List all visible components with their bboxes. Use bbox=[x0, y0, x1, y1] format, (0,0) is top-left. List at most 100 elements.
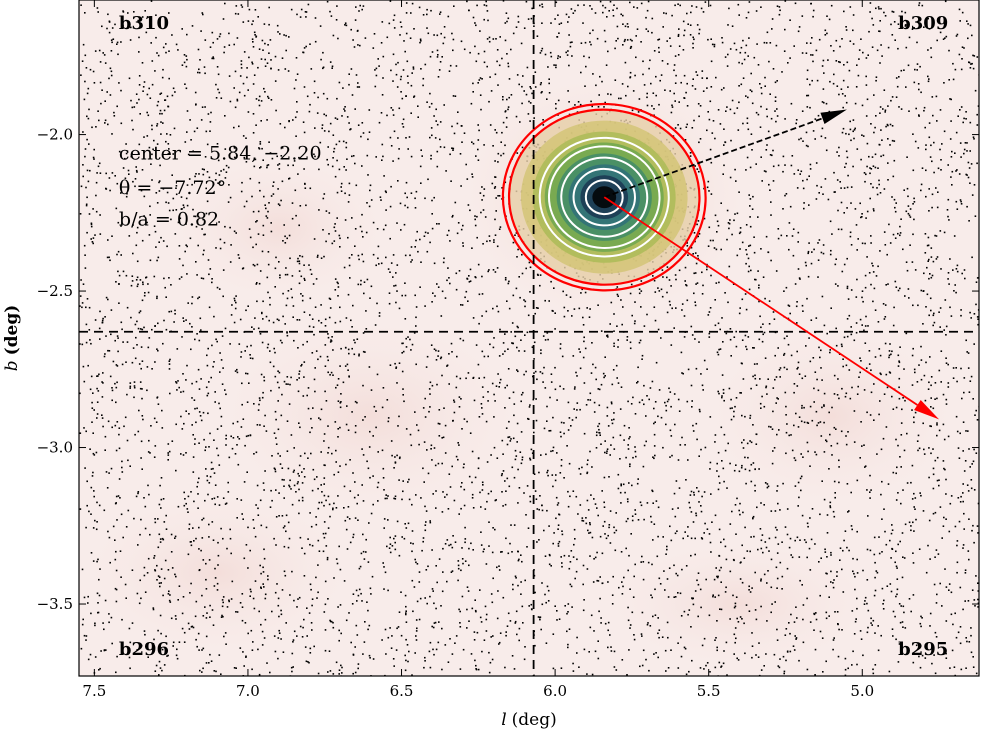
scatter-point bbox=[852, 119, 855, 121]
scatter-point bbox=[698, 341, 700, 343]
scatter-point bbox=[803, 539, 806, 541]
scatter-point bbox=[704, 1, 707, 3]
scatter-point bbox=[789, 537, 792, 540]
scatter-point bbox=[693, 272, 695, 275]
scatter-point bbox=[918, 4, 920, 7]
scatter-point bbox=[739, 227, 742, 229]
scatter-point bbox=[960, 156, 962, 158]
scatter-point bbox=[114, 382, 116, 385]
scatter-point bbox=[531, 7, 533, 10]
scatter-point bbox=[375, 67, 378, 70]
scatter-point bbox=[365, 231, 368, 234]
scatter-point bbox=[156, 348, 158, 350]
scatter-point bbox=[264, 618, 267, 621]
scatter-point bbox=[968, 641, 971, 643]
scatter-point bbox=[567, 611, 569, 613]
scatter-point bbox=[547, 600, 550, 602]
scatter-point bbox=[191, 397, 193, 399]
scatter-point bbox=[606, 448, 609, 450]
scatter-point bbox=[657, 535, 659, 538]
scatter-point bbox=[668, 387, 670, 390]
scatter-point bbox=[498, 386, 500, 388]
scatter-point bbox=[556, 36, 558, 38]
scatter-point bbox=[404, 669, 407, 672]
scatter-point bbox=[499, 381, 501, 384]
scatter-point bbox=[243, 665, 245, 667]
scatter-point bbox=[482, 550, 485, 553]
scatter-point bbox=[388, 302, 391, 305]
scatter-point bbox=[91, 421, 93, 423]
scatter-point bbox=[139, 113, 141, 115]
scatter-point bbox=[976, 56, 979, 58]
scatter-point bbox=[485, 4, 488, 7]
scatter-point bbox=[475, 344, 478, 346]
scatter-point bbox=[709, 239, 712, 242]
scatter-point bbox=[218, 464, 221, 466]
scatter-point bbox=[849, 120, 851, 123]
scatter-point bbox=[178, 386, 180, 389]
scatter-point bbox=[228, 44, 231, 46]
scatter-point bbox=[862, 654, 864, 657]
scatter-point bbox=[806, 78, 809, 80]
scatter-point bbox=[151, 124, 153, 127]
scatter-point bbox=[444, 297, 447, 299]
scatter-point bbox=[777, 665, 780, 667]
scatter-point bbox=[360, 592, 362, 595]
scatter-point bbox=[127, 509, 130, 512]
scatter-point bbox=[428, 650, 431, 653]
scatter-point bbox=[287, 546, 290, 549]
scatter-point bbox=[455, 386, 458, 389]
scatter-point bbox=[296, 606, 298, 608]
scatter-point bbox=[141, 169, 144, 171]
scatter-point bbox=[602, 4, 604, 7]
scatter-point bbox=[815, 410, 818, 413]
scatter-point bbox=[538, 508, 540, 511]
scatter-point bbox=[322, 66, 325, 69]
scatter-point bbox=[942, 423, 945, 426]
scatter-point bbox=[729, 407, 732, 410]
scatter-point bbox=[327, 452, 329, 454]
scatter-point bbox=[694, 272, 697, 274]
scatter-point bbox=[520, 581, 522, 583]
scatter-point bbox=[924, 126, 926, 129]
scatter-point bbox=[793, 383, 796, 385]
scatter-point bbox=[211, 278, 213, 280]
scatter-point bbox=[764, 357, 767, 359]
scatter-point bbox=[500, 474, 503, 477]
scatter-point bbox=[262, 391, 264, 394]
scatter-point bbox=[634, 413, 637, 415]
scatter-point bbox=[860, 216, 862, 219]
scatter-point bbox=[453, 132, 456, 135]
scatter-point bbox=[441, 668, 443, 671]
scatter-point bbox=[650, 521, 653, 523]
scatter-point bbox=[393, 537, 395, 540]
scatter-point bbox=[763, 573, 766, 576]
scatter-point bbox=[731, 407, 733, 409]
scatter-point bbox=[877, 649, 880, 652]
scatter-point bbox=[833, 637, 835, 639]
scatter-point bbox=[761, 340, 764, 343]
scatter-point bbox=[822, 88, 825, 90]
scatter-point bbox=[800, 137, 802, 140]
scatter-point bbox=[560, 421, 563, 424]
scatter-point bbox=[188, 413, 190, 415]
scatter-point bbox=[676, 530, 678, 532]
scatter-point bbox=[682, 49, 685, 51]
scatter-point bbox=[133, 386, 136, 389]
scatter-point bbox=[143, 574, 146, 577]
scatter-point bbox=[972, 54, 974, 57]
scatter-point bbox=[312, 326, 315, 328]
scatter-point bbox=[343, 507, 345, 509]
scatter-point bbox=[852, 650, 854, 653]
scatter-point bbox=[820, 135, 823, 138]
scatter-point bbox=[570, 550, 573, 552]
scatter-point bbox=[295, 57, 298, 59]
scatter-point bbox=[240, 351, 243, 353]
scatter-point bbox=[154, 361, 156, 363]
scatter-point bbox=[280, 199, 282, 202]
scatter-point bbox=[496, 60, 498, 63]
scatter-point bbox=[94, 622, 96, 625]
scatter-point bbox=[449, 240, 451, 242]
scatter-point bbox=[745, 44, 748, 47]
scatter-point bbox=[392, 658, 395, 660]
